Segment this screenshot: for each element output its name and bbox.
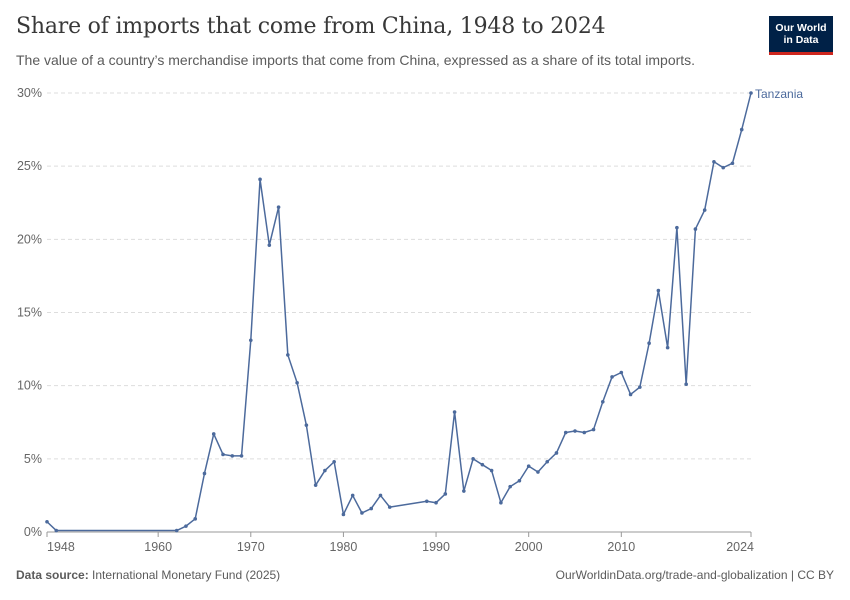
y-tick-label: 5% — [24, 452, 42, 466]
owid-logo[interactable]: Our World in Data — [769, 16, 833, 55]
data-point — [45, 519, 49, 524]
data-point — [230, 454, 235, 458]
x-tick-label: 1960 — [144, 540, 172, 554]
data-point — [508, 484, 512, 489]
data-point — [730, 161, 735, 166]
data-point — [378, 493, 383, 498]
series-label-tanzania: Tanzania — [755, 87, 803, 101]
data-point — [573, 429, 577, 433]
data-point — [443, 492, 448, 496]
y-tick-label: 20% — [17, 232, 42, 246]
data-point — [341, 512, 346, 517]
data-point — [202, 471, 207, 476]
data-point — [424, 499, 429, 504]
data-point — [517, 478, 522, 483]
data-point — [211, 432, 216, 436]
data-point — [239, 454, 244, 458]
data-source-label: Data source: — [16, 568, 89, 582]
data-point — [174, 528, 179, 533]
x-tick-label: 1970 — [237, 540, 265, 554]
data-point — [656, 288, 661, 293]
data-point — [276, 205, 281, 209]
data-point — [619, 370, 624, 375]
y-tick-label: 30% — [17, 86, 42, 100]
series-line-tanzania — [46, 92, 752, 532]
data-point — [286, 353, 290, 357]
y-tick-label: 10% — [17, 379, 42, 393]
y-tick-label: 15% — [17, 306, 42, 320]
data-point — [452, 410, 457, 414]
data-point — [526, 464, 531, 468]
license-link[interactable]: OurWorldinData.org/trade-and-globalizati… — [555, 568, 834, 582]
data-point — [248, 338, 253, 343]
data-point — [489, 468, 494, 473]
y-tick-label: 25% — [17, 159, 42, 173]
data-point — [462, 489, 466, 493]
data-point — [675, 225, 679, 230]
data-point — [749, 91, 753, 95]
data-point — [563, 430, 568, 435]
data-point — [434, 500, 438, 505]
data-point — [665, 345, 670, 350]
data-point — [471, 457, 475, 461]
x-tick-label: 2000 — [515, 540, 543, 554]
data-point — [221, 452, 225, 457]
data-point — [360, 511, 364, 515]
data-point — [54, 528, 59, 533]
data-point — [739, 127, 744, 132]
data-point — [591, 427, 596, 432]
data-point — [267, 243, 272, 247]
x-tick-label: 1980 — [330, 540, 358, 554]
data-point — [712, 159, 716, 164]
data-point — [258, 177, 262, 182]
data-point — [480, 462, 485, 467]
data-point — [554, 451, 559, 455]
data-point — [647, 341, 651, 346]
data-point — [536, 470, 540, 474]
data-point — [323, 468, 327, 473]
data-point — [684, 382, 688, 387]
data-point — [369, 506, 374, 511]
chart-subtitle: The value of a country’s merchandise imp… — [16, 52, 696, 68]
logo-line-1: Our World — [775, 22, 827, 34]
x-tick-label: 1990 — [422, 540, 450, 554]
x-tick-label: 1948 — [47, 540, 75, 554]
data-point — [304, 423, 309, 427]
data-point — [313, 483, 318, 487]
x-tick-label: 2010 — [607, 540, 635, 554]
data-point — [193, 517, 198, 521]
data-point — [387, 505, 392, 509]
data-point — [721, 165, 726, 170]
data-point — [693, 227, 698, 231]
x-tick-label: 2024 — [726, 540, 754, 554]
data-point — [638, 385, 642, 389]
data-source-link[interactable]: International Monetary Fund (2025) — [92, 568, 281, 582]
chart-title: Share of imports that come from China, 1… — [16, 14, 606, 39]
data-point — [582, 430, 587, 435]
data-point — [332, 459, 336, 464]
data-point — [610, 375, 614, 379]
data-point — [295, 380, 299, 385]
y-tick-label: 0% — [24, 525, 42, 539]
data-point — [184, 524, 188, 528]
data-point — [702, 208, 707, 212]
data-point — [600, 399, 605, 404]
data-point — [628, 392, 633, 397]
data-point — [545, 459, 550, 464]
chart-footer: Data source: International Monetary Fund… — [16, 568, 834, 582]
data-point — [499, 500, 503, 505]
logo-line-2: in Data — [783, 34, 819, 46]
data-point — [350, 493, 355, 498]
